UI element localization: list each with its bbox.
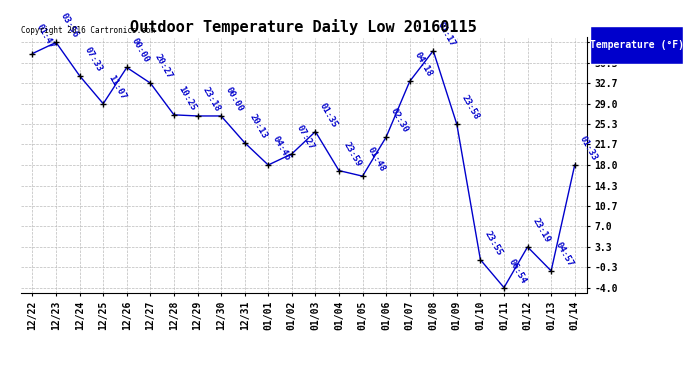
- Text: 04:46: 04:46: [271, 135, 293, 162]
- Text: 01:33: 01:33: [578, 135, 599, 162]
- Text: 20:27: 20:27: [153, 53, 175, 80]
- Text: 10:25: 10:25: [177, 84, 198, 112]
- Text: 04:18: 04:18: [413, 51, 434, 79]
- Text: Temperature (°F): Temperature (°F): [589, 40, 684, 50]
- Text: 01:48: 01:48: [365, 146, 386, 173]
- Text: 07:33: 07:33: [82, 45, 104, 73]
- Text: 03:56: 03:56: [59, 12, 80, 40]
- Text: 07:27: 07:27: [295, 123, 316, 151]
- Text: 23:55: 23:55: [483, 229, 504, 257]
- Text: 00:00: 00:00: [130, 37, 151, 65]
- Text: 23:18: 23:18: [200, 86, 221, 113]
- Text: 23:19: 23:19: [531, 216, 551, 244]
- Text: 23:58: 23:58: [460, 94, 481, 122]
- Text: 01:47: 01:47: [35, 23, 57, 51]
- Text: 01:35: 01:35: [318, 101, 339, 129]
- Title: Outdoor Temperature Daily Low 20160115: Outdoor Temperature Daily Low 20160115: [130, 19, 477, 35]
- Text: 02:30: 02:30: [389, 106, 410, 134]
- Text: 01:17: 01:17: [436, 20, 457, 48]
- Text: 20:13: 20:13: [248, 112, 268, 140]
- Text: 00:00: 00:00: [224, 86, 245, 113]
- Text: 04:57: 04:57: [554, 240, 575, 268]
- Text: 06:54: 06:54: [506, 257, 528, 285]
- Text: 11:07: 11:07: [106, 73, 127, 101]
- Text: Copyright 2016 Cartronics.com: Copyright 2016 Cartronics.com: [21, 26, 155, 35]
- Text: 23:59: 23:59: [342, 140, 363, 168]
